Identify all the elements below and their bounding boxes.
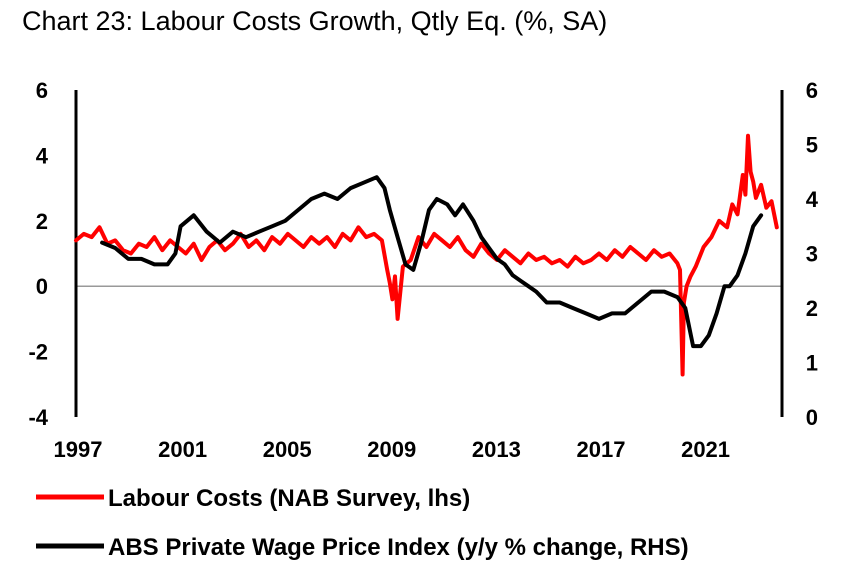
y-right-tick-label: 4 <box>806 187 819 212</box>
x-tick-label: 2005 <box>263 437 312 462</box>
y-right-tick-label: 5 <box>806 133 818 158</box>
legend-label: ABS Private Wage Price Index (y/y % chan… <box>108 534 689 561</box>
y-right-tick-label: 6 <box>806 78 818 103</box>
x-tick-label: 1997 <box>54 437 103 462</box>
y-right-tick-label: 2 <box>806 296 818 321</box>
y-right-tick-label: 0 <box>806 405 818 430</box>
x-tick-label: 2001 <box>158 437 207 462</box>
y-left-tick-label: -4 <box>28 405 48 430</box>
x-tick-label: 2017 <box>576 437 625 462</box>
y-left-tick-label: -2 <box>28 340 48 365</box>
chart-title: Chart 23: Labour Costs Growth, Qtly Eq. … <box>22 6 608 36</box>
x-tick-label: 2013 <box>472 437 521 462</box>
series-line-labour-costs <box>74 133 779 377</box>
x-tick-label: 2009 <box>367 437 416 462</box>
y-right-tick-label: 3 <box>806 242 818 267</box>
y-right-tick-label: 1 <box>806 351 818 376</box>
y-left-tick-label: 6 <box>36 78 48 103</box>
y-left-tick-label: 2 <box>36 209 48 234</box>
y-left-tick-label: 4 <box>36 143 49 168</box>
x-tick-label: 2021 <box>681 437 730 462</box>
legend-label: Labour Costs (NAB Survey, lhs) <box>108 485 470 512</box>
y-left-tick-label: 0 <box>36 274 48 299</box>
series-line-wage-price-index <box>100 175 764 349</box>
